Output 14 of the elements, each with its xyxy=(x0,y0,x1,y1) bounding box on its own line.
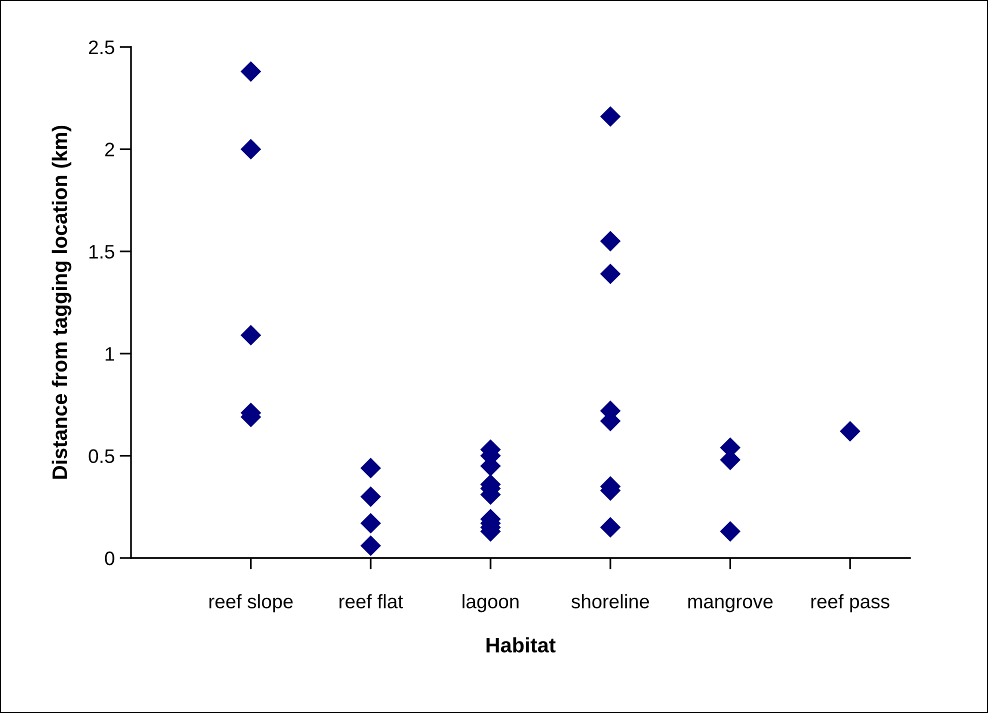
x-tick-label: reef slope xyxy=(209,594,293,612)
y-axis-title: Distance from tagging location (km) xyxy=(52,126,72,479)
y-tick-label: 2 xyxy=(105,142,114,156)
x-tick-label: reef pass xyxy=(811,594,890,612)
y-tick-label: 1 xyxy=(106,347,114,361)
x-tick-label: reef flat xyxy=(340,594,403,608)
x-axis-title: Habitat xyxy=(486,637,556,653)
y-tick-label: 0 xyxy=(104,551,114,566)
x-tick-label: shoreline xyxy=(571,594,649,608)
x-tick-label: mangrove xyxy=(688,598,773,612)
y-tick-label: 2.5 xyxy=(88,40,114,54)
y-tick-label: 1.5 xyxy=(89,245,114,259)
x-tick-label: lagoon xyxy=(462,594,518,612)
y-tick-label: 0.5 xyxy=(88,449,114,464)
